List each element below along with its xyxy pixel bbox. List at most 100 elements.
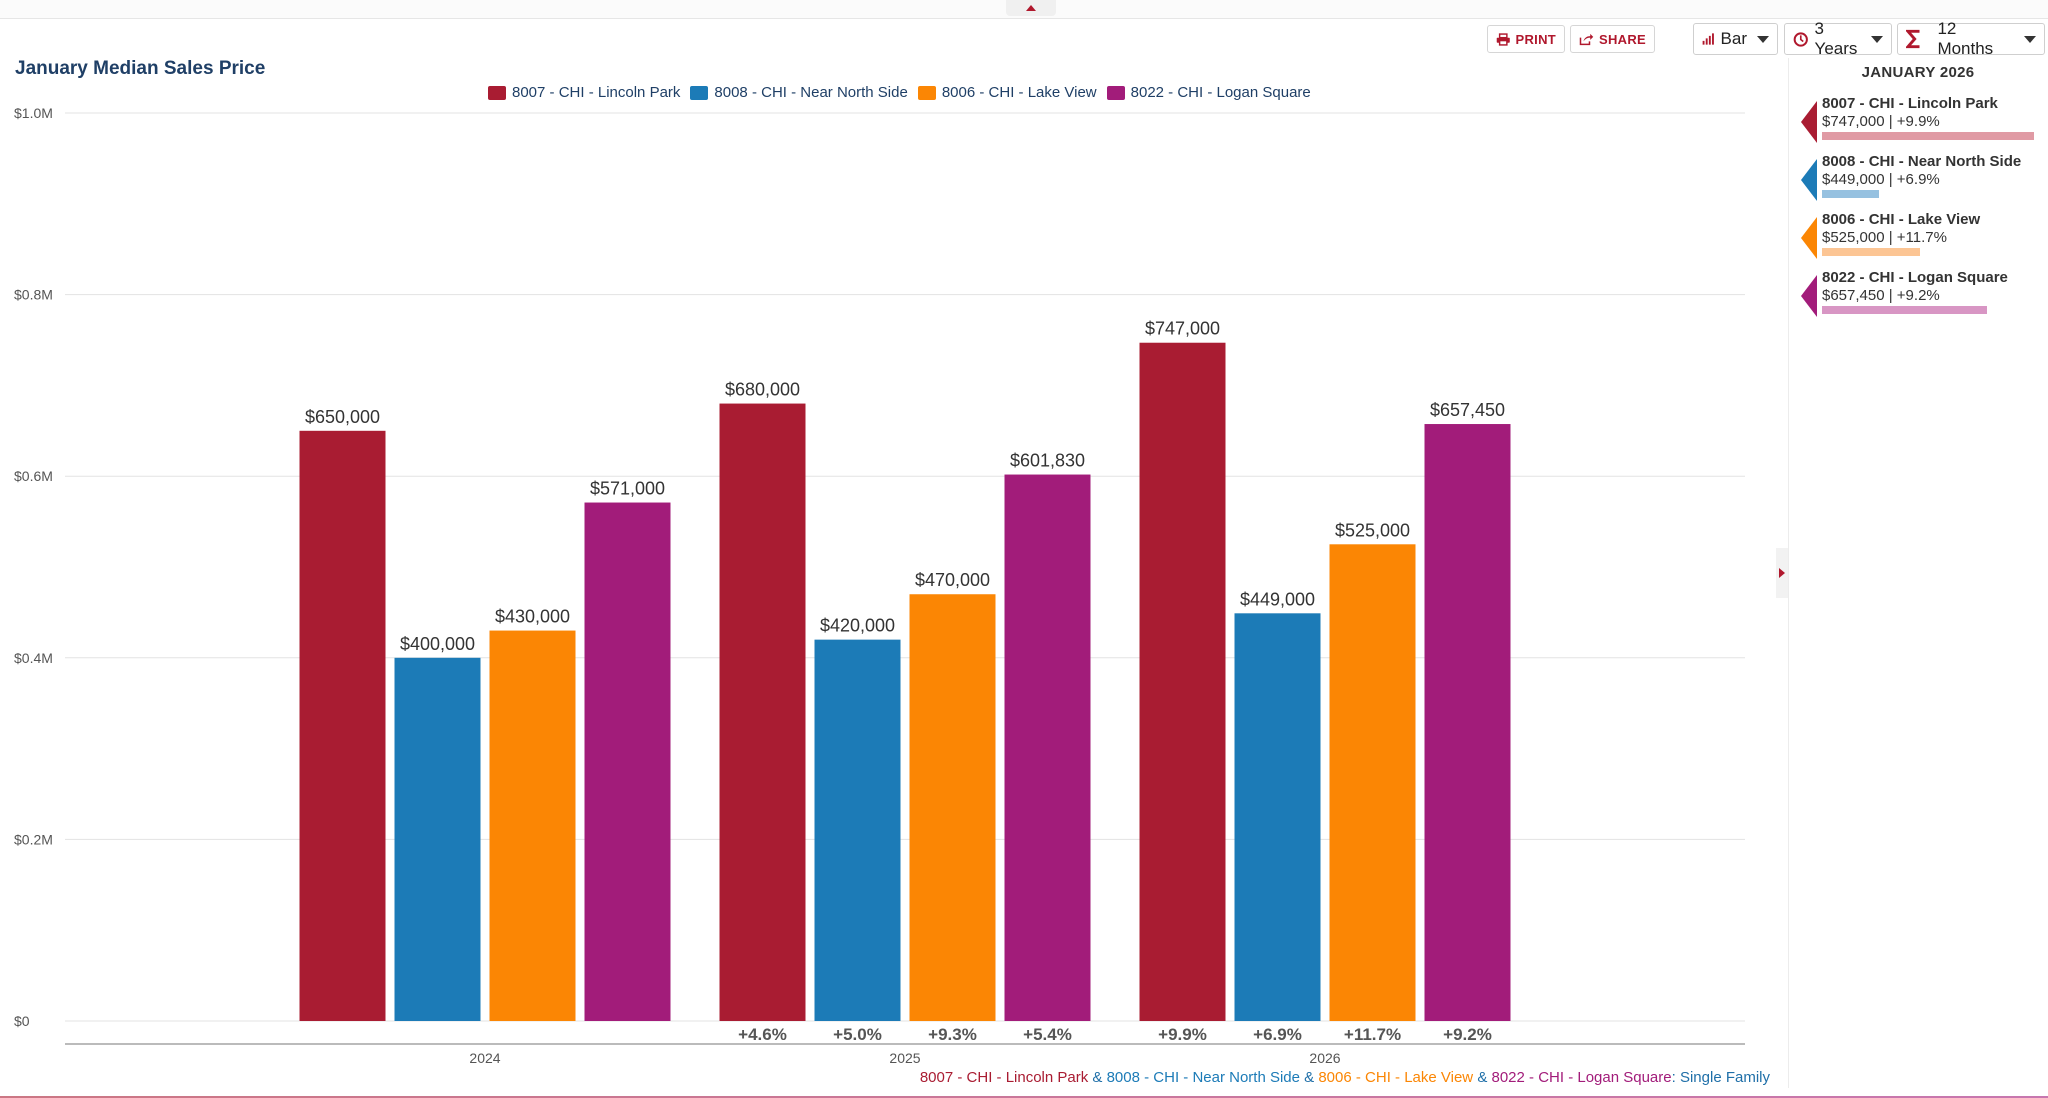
bar [909,594,996,1021]
bar-change-label: +11.7% [1344,1025,1401,1044]
period-dropdown[interactable]: 12 Months [1897,19,2045,58]
legend-swatch [488,85,506,100]
bar-change-label: +9.2% [1443,1025,1492,1044]
side-panel-item[interactable]: 8022 - CHI - Logan Square $657,450 | +9.2… [1801,269,2041,323]
bar [1424,424,1511,1021]
side-panel-toggle[interactable] [1776,548,1788,598]
bar-value-label: $470,000 [915,570,990,590]
caption-part: & [1088,1069,1107,1086]
bar [719,403,806,1021]
x-tick-label: 2025 [889,1050,920,1066]
side-item-stat: $525,000 | +11.7% [1822,229,1947,246]
caption-part: : Single Family [1671,1069,1770,1086]
caret-up-icon [1026,5,1036,11]
y-tick-label: $0.8M [14,287,53,303]
bar-value-label: $449,000 [1240,589,1315,609]
side-panel-title: JANUARY 2026 [1861,64,1975,81]
y-tick-label: $0.4M [14,650,53,666]
arrow-left-icon [1801,217,1817,259]
bar-chart: $0 $0.2M $0.4M $0.6M $0.8M $1.0M 2024 $650,000 $… [14,105,1745,1066]
chart-type-dropdown[interactable]: Bar [1693,23,1778,55]
bar [1329,544,1416,1021]
collapse-header-toggle[interactable] [1006,0,1056,16]
y-tick-label: $0 [14,1013,30,1029]
y-tick-label: $1.0M [14,105,53,121]
legend-label: 8007 - CHI - Lincoln Park [512,84,681,101]
bar [394,657,481,1021]
bar-value-label: $400,000 [400,634,475,654]
side-item-stat: $449,000 | +6.9% [1822,171,1940,188]
chart-caption: 8007 - CHI - Lincoln Park & 8008 - CHI -… [920,1069,1770,1086]
bar-value-label: $571,000 [590,479,665,499]
side-item-name: 8022 - CHI - Logan Square [1822,269,2008,286]
side-item-name: 8007 - CHI - Lincoln Park [1822,95,1998,112]
bar-value-label: $525,000 [1335,520,1410,540]
share-label: SHARE [1598,31,1646,47]
bar [1004,474,1091,1022]
bar [1139,342,1226,1021]
bar [1234,613,1321,1021]
chevron-down-icon [1871,35,1883,43]
legend-label: 8006 - CHI - Lake View [941,84,1097,101]
bar-change-label: +5.4% [1023,1025,1072,1044]
clock-icon [1793,31,1808,47]
chart-type-value: Bar [1720,29,1747,48]
caption-part: & [1473,1069,1492,1086]
caption-part: & [1300,1069,1319,1086]
bottom-divider [0,1096,2048,1098]
side-item-name: 8006 - CHI - Lake View [1822,211,1981,228]
x-tick-label: 2026 [1309,1050,1340,1066]
legend-swatch [917,85,936,100]
side-panel-item[interactable]: 8008 - CHI - Near North Side $449,000 | +… [1801,153,2041,207]
bar-value-label: $420,000 [820,616,895,636]
side-item-stat: $747,000 | +9.9% [1822,113,1940,130]
legend-item[interactable]: 8006 - CHI - Lake View [917,84,1097,101]
period-value: 12 Months [1937,19,1994,58]
arrow-left-icon [1801,159,1817,201]
side-panel-item[interactable]: 8006 - CHI - Lake View $525,000 | +11.7% [1801,211,2041,265]
chevron-down-icon [2024,35,2036,43]
y-tick-label: $0.2M [14,831,53,847]
legend-label: 8008 - CHI - Near North Side [714,84,908,101]
caret-right-icon [1779,568,1785,578]
bar-change-label: +9.9% [1158,1025,1207,1044]
caption-part: 8008 - CHI - Near North Side [1106,1069,1300,1086]
bar-change-label: +9.3% [928,1025,977,1044]
caption-part: 8006 - CHI - Lake View [1318,1069,1474,1086]
caption-part: 8022 - CHI - Logan Square [1491,1069,1672,1086]
bar [584,502,671,1022]
x-tick-label: 2024 [469,1050,500,1066]
time-range-value: 3 Years [1814,19,1858,58]
time-range-dropdown[interactable]: 3 Years [1784,19,1892,58]
legend-swatch [690,85,709,100]
bar-value-label: $657,450 [1430,400,1505,420]
legend-swatch [1106,85,1125,100]
side-item-bar [1822,306,1987,314]
share-icon [1579,33,1594,45]
chevron-down-icon [1757,35,1769,43]
side-item-bar [1822,132,2034,140]
bar-value-label: $747,000 [1145,319,1220,339]
side-item-name: 8008 - CHI - Near North Side [1822,153,2022,170]
legend-item[interactable]: 8008 - CHI - Near North Side [690,84,908,101]
share-button[interactable]: SHARE [1570,25,1655,53]
bar-value-label: $650,000 [305,407,380,427]
chart-legend: 8007 - CHI - Lincoln Park 8008 - CHI - Ne… [488,84,1311,101]
legend-item[interactable]: 8022 - CHI - Logan Square [1106,84,1311,101]
side-item-stat: $657,450 | +9.2% [1822,287,1940,304]
side-item-bar [1822,190,1879,198]
legend-label: 8022 - CHI - Logan Square [1130,84,1311,101]
y-tick-label: $0.6M [14,468,53,484]
side-panel-item[interactable]: 8007 - CHI - Lincoln Park $747,000 | +9.9… [1801,95,2041,149]
caption-part: 8007 - CHI - Lincoln Park [919,1069,1089,1086]
bar-change-label: +5.0% [833,1025,882,1044]
arrow-left-icon [1801,101,1817,143]
print-button[interactable]: PRINT [1487,25,1565,53]
arrow-left-icon [1801,275,1817,317]
side-panel: JANUARY 2026 8007 - CHI - Lincoln Park $7… [1788,58,2047,1088]
bar-value-label: $430,000 [495,607,570,627]
print-label: PRINT [1515,31,1556,47]
sigma-icon [1906,29,1920,49]
bar-value-label: $680,000 [725,380,800,400]
legend-item[interactable]: 8007 - CHI - Lincoln Park [488,84,680,101]
